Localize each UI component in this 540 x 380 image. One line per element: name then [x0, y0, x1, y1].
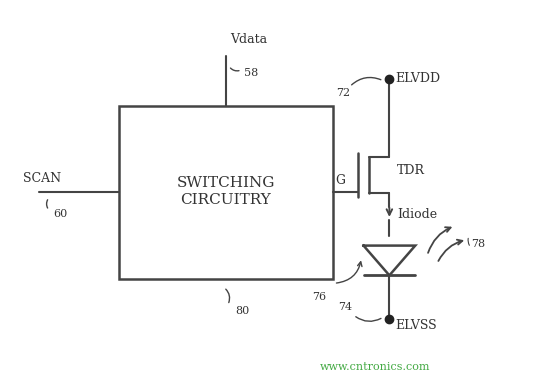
Text: 58: 58: [244, 68, 258, 78]
Text: G: G: [336, 174, 346, 187]
Text: 60: 60: [53, 209, 68, 219]
Polygon shape: [363, 245, 415, 276]
Text: 72: 72: [336, 88, 350, 98]
Text: CIRCUITRY: CIRCUITRY: [180, 193, 271, 207]
Text: ELVDD: ELVDD: [395, 72, 441, 86]
Text: TDR: TDR: [397, 164, 426, 177]
Text: Vdata: Vdata: [230, 33, 267, 46]
Text: www.cntronics.com: www.cntronics.com: [320, 362, 430, 372]
Text: SWITCHING: SWITCHING: [177, 176, 275, 190]
Bar: [119, 106, 333, 279]
Text: 74: 74: [338, 302, 352, 312]
Text: Idiode: Idiode: [397, 208, 437, 221]
Text: 80: 80: [235, 306, 250, 316]
Text: SCAN: SCAN: [23, 172, 62, 185]
Text: ELVSS: ELVSS: [395, 318, 437, 331]
Text: 78: 78: [471, 239, 485, 249]
Text: 76: 76: [312, 292, 326, 302]
